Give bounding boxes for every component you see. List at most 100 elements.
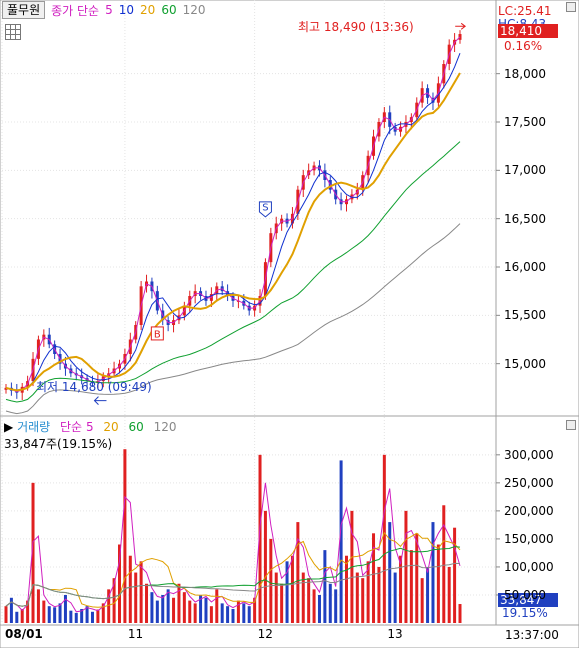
volume-bar: [188, 600, 192, 623]
volume-header: ▶ 거래량 단순 5 20 60 120: [4, 420, 177, 434]
volume-bar: [47, 606, 51, 623]
volume-bar: [199, 594, 203, 623]
vol-ma-period-20: 20: [103, 420, 119, 434]
volume-bar: [85, 606, 89, 623]
time-tick-label: 12: [257, 627, 273, 641]
volume-bar: [334, 589, 338, 623]
price-tick-label: 16,000: [504, 260, 546, 274]
volume-bar: [128, 555, 132, 623]
volume-tick-label: 300,000: [504, 447, 554, 462]
vol-ma-period-60: 60: [128, 420, 144, 434]
volume-bar: [436, 544, 440, 623]
volume-bar: [139, 561, 143, 623]
volume-bar: [101, 603, 105, 623]
volume-bar: [58, 603, 62, 623]
volume-bar: [296, 522, 300, 623]
grid-icon[interactable]: [5, 24, 21, 40]
volume-bar: [236, 600, 240, 623]
volume-avg-label: 단순: [60, 420, 83, 434]
volume-panel-button[interactable]: [566, 420, 576, 430]
high-arrow-icon: [455, 22, 467, 30]
sell-marker-icon: [258, 201, 272, 218]
volume-bar: [409, 550, 413, 623]
volume-bar: [161, 594, 165, 623]
volume-bar: [269, 538, 273, 623]
volume-bar: [123, 449, 127, 623]
volume-bar: [285, 561, 289, 623]
volume-bar: [420, 578, 424, 623]
ma-period-60: 60: [161, 3, 177, 17]
price-tick-label: 15,000: [504, 356, 546, 371]
price-ma-60-line: [5, 141, 461, 403]
volume-bar: [399, 555, 403, 623]
low-arrow-icon: [93, 396, 107, 405]
volume-bar: [258, 454, 262, 623]
volume-bar: [307, 578, 311, 623]
price-ma-10-line: [5, 53, 461, 391]
volume-legend-label: 거래량: [17, 420, 51, 434]
volume-bar: [182, 592, 186, 623]
volume-bar: [96, 609, 100, 623]
price-header: 풀무원 종가 단순 5 10 20 60 120: [0, 0, 206, 20]
volume-tick-label: 100,000: [504, 559, 554, 574]
volume-bar: [166, 589, 170, 623]
mode-button[interactable]: 풀무원: [2, 1, 46, 19]
volume-bar: [415, 533, 419, 623]
volume-ma-120-line: [5, 562, 461, 607]
price-legend-label: 종가 단순: [51, 3, 100, 18]
last-price-badge: 18,410: [498, 24, 558, 38]
volume-ma-5-line: [5, 482, 461, 613]
volume-bar: [247, 606, 251, 623]
volume-bar: [328, 583, 332, 623]
volume-bar: [253, 597, 257, 623]
price-ma-120-line: [5, 223, 461, 415]
volume-bar: [323, 550, 327, 623]
vol-ma-period-5: 5: [85, 420, 94, 434]
volume-bar: [231, 608, 235, 623]
volume-bar: [442, 505, 446, 623]
low-annotation: 최저 14,680 (09:49): [36, 380, 152, 394]
volume-tick-label: 250,000: [504, 475, 554, 490]
volume-bar: [118, 544, 121, 623]
current-volume-text: 33,847주(19.15%): [4, 437, 113, 451]
buy-marker-text: B: [154, 329, 161, 340]
volume-bar: [9, 597, 13, 623]
volume-bar: [382, 454, 386, 623]
change-pct: 0.16%: [504, 39, 543, 53]
last-volume-badge: 33,847: [498, 593, 558, 607]
volume-bar: [15, 611, 19, 623]
volume-bar: [339, 460, 343, 623]
price-tick-label: 15,500: [504, 308, 546, 323]
volume-bar: [150, 592, 154, 623]
volume-bar: [90, 611, 94, 623]
volume-bar: [220, 603, 224, 623]
volume-tick-label: 200,000: [504, 503, 554, 518]
volume-bar: [431, 522, 435, 623]
volume-bar: [301, 572, 305, 623]
volume-bar: [204, 597, 208, 623]
volume-bar: [107, 589, 111, 623]
price-tick-label: 17,500: [504, 115, 546, 129]
volume-bar: [36, 589, 40, 623]
volume-bar: [155, 600, 159, 623]
panel-expand-button[interactable]: [566, 2, 576, 12]
volume-bar: [209, 606, 213, 623]
price-tick-label: 17,000: [504, 163, 546, 178]
volume-bar: [26, 600, 30, 623]
volume-bar: [453, 527, 457, 623]
volume-bar: [20, 608, 24, 623]
volume-bar: [366, 561, 370, 623]
ma-period-20: 20: [140, 3, 156, 17]
time-label: 13:37:00: [505, 628, 559, 642]
volume-bar: [69, 610, 73, 623]
volume-bar: [53, 607, 57, 623]
volume-bar: [134, 572, 138, 623]
time-tick-label: 08/01: [5, 627, 43, 641]
volume-bar: [317, 594, 321, 623]
volume-ma-60-line: [5, 546, 461, 607]
volume-bar: [404, 510, 408, 623]
volume-bar: [447, 566, 451, 623]
